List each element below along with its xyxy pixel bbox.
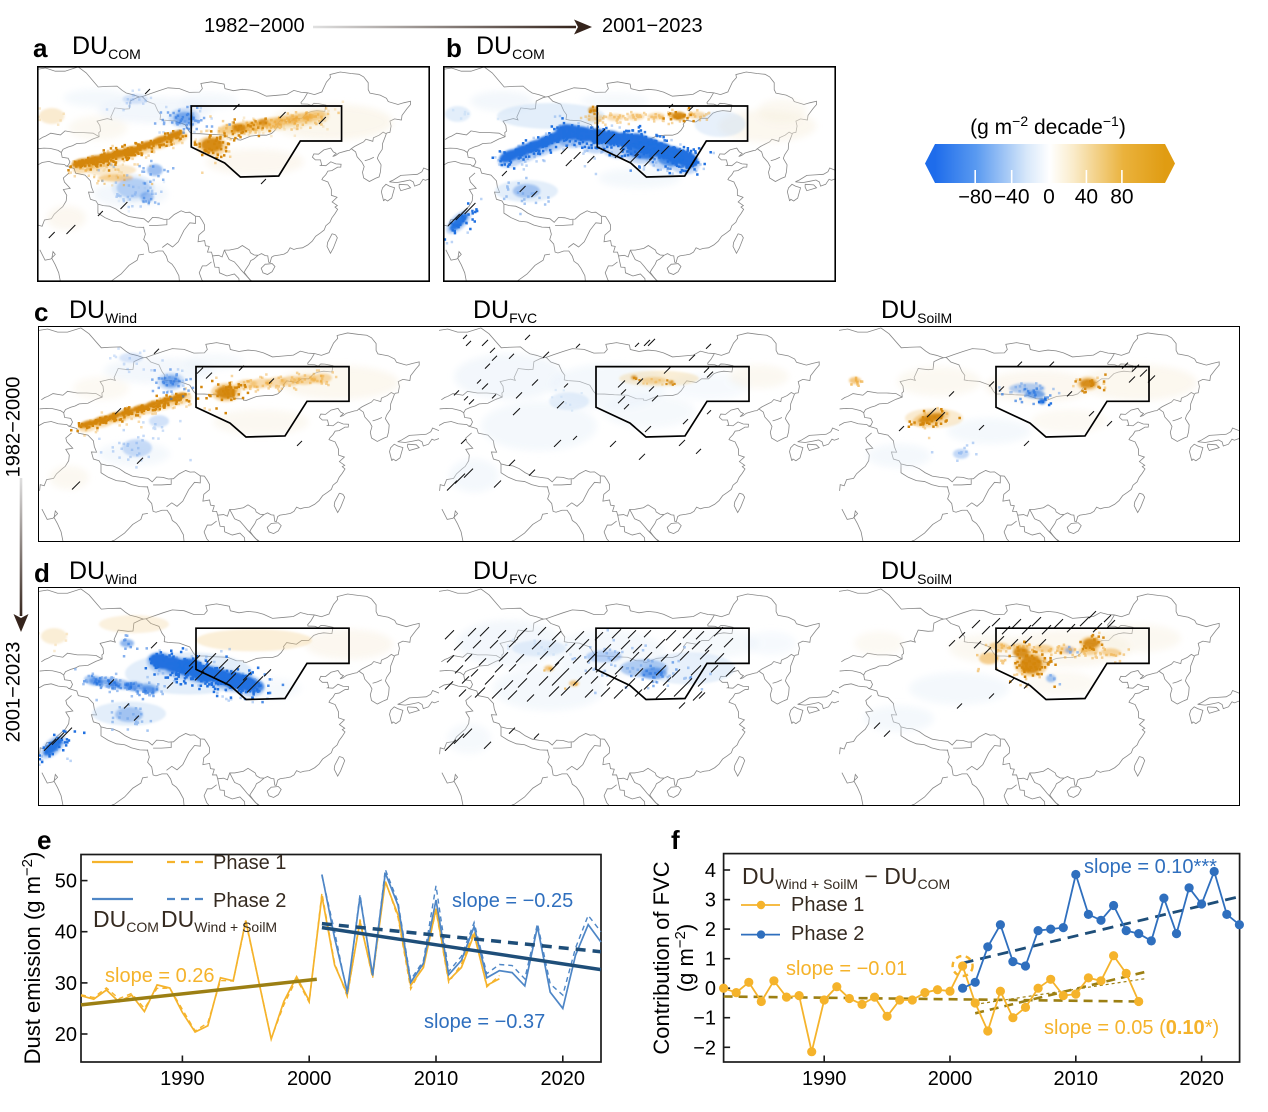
svg-text:50: 50: [55, 871, 77, 893]
svg-text:slope = −0.37: slope = −0.37: [424, 1011, 545, 1033]
svg-text:slope = 0.05 (0.10*): slope = 0.05 (0.10*): [1044, 1017, 1219, 1039]
svg-text:80: 80: [1110, 186, 1133, 209]
svg-text:Phase 2: Phase 2: [791, 923, 864, 945]
svg-text:DUCOM: DUCOM: [93, 906, 159, 935]
svg-text:DUWind + SoilM − DUCOM: DUWind + SoilM − DUCOM: [742, 863, 950, 892]
svg-text:Contribution of FVC: Contribution of FVC: [649, 861, 674, 1054]
svg-text:1990: 1990: [160, 1068, 205, 1090]
svg-text:1990: 1990: [802, 1068, 847, 1090]
svg-text:−1: −1: [693, 1008, 716, 1030]
svg-text:slope = −0.25: slope = −0.25: [452, 890, 573, 912]
svg-text:3: 3: [705, 890, 716, 912]
svg-text:Phase 1: Phase 1: [791, 894, 864, 916]
svg-text:slope = 0.26: slope = 0.26: [105, 965, 215, 987]
svg-text:4: 4: [705, 860, 716, 882]
svg-text:2001−2023: 2001−2023: [6, 642, 25, 743]
svg-text:slope = 0.10***: slope = 0.10***: [1084, 856, 1217, 878]
svg-text:−40: −40: [994, 186, 1030, 209]
svg-text:40: 40: [55, 922, 77, 944]
svg-text:1982−2000: 1982−2000: [6, 377, 25, 478]
svg-text:2000: 2000: [287, 1068, 332, 1090]
svg-text:(g m−2 decade−1): (g m−2 decade−1): [970, 113, 1126, 139]
svg-text:Dust emission (g m−2): Dust emission (g m−2): [19, 852, 46, 1065]
svg-text:40: 40: [1075, 186, 1098, 209]
svg-text:2020: 2020: [1179, 1068, 1224, 1090]
svg-text:20: 20: [55, 1024, 77, 1046]
svg-text:2: 2: [705, 919, 716, 941]
svg-text:2000: 2000: [928, 1068, 973, 1090]
svg-text:1: 1: [705, 949, 716, 971]
svg-text:−2: −2: [693, 1037, 716, 1059]
svg-text:Phase 2: Phase 2: [213, 890, 286, 912]
svg-text:slope = −0.01: slope = −0.01: [786, 958, 907, 980]
svg-text:Phase 1: Phase 1: [213, 852, 286, 874]
svg-text:2020: 2020: [541, 1068, 586, 1090]
svg-text:2010: 2010: [414, 1068, 459, 1090]
svg-text:0: 0: [1043, 186, 1055, 209]
svg-text:0: 0: [705, 978, 716, 1000]
svg-text:2010: 2010: [1054, 1068, 1099, 1090]
svg-text:−80: −80: [958, 187, 992, 209]
svg-text:30: 30: [55, 973, 77, 995]
svg-text:(g m−2): (g m−2): [672, 924, 699, 992]
